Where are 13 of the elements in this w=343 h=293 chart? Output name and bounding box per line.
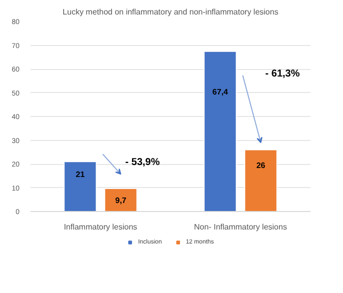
bar [104,188,138,212]
annotation: - 53,9% [125,157,160,168]
chart-title: Lucky method on inflammatory and non-inflammatory lesions [62,8,278,16]
bar [244,149,278,212]
data-label: 26 [256,161,266,170]
bar [64,161,97,212]
data-label: 21 [76,170,86,180]
annotation: - 61,3% [265,68,300,80]
data-label: 67,4 [212,87,229,96]
data-label: 9,7 [115,196,127,205]
bar [204,50,237,212]
x-tick-label: Inflammatory lesions [64,222,138,232]
x-tick-label: Non- Inflammatory lesions [194,222,287,232]
